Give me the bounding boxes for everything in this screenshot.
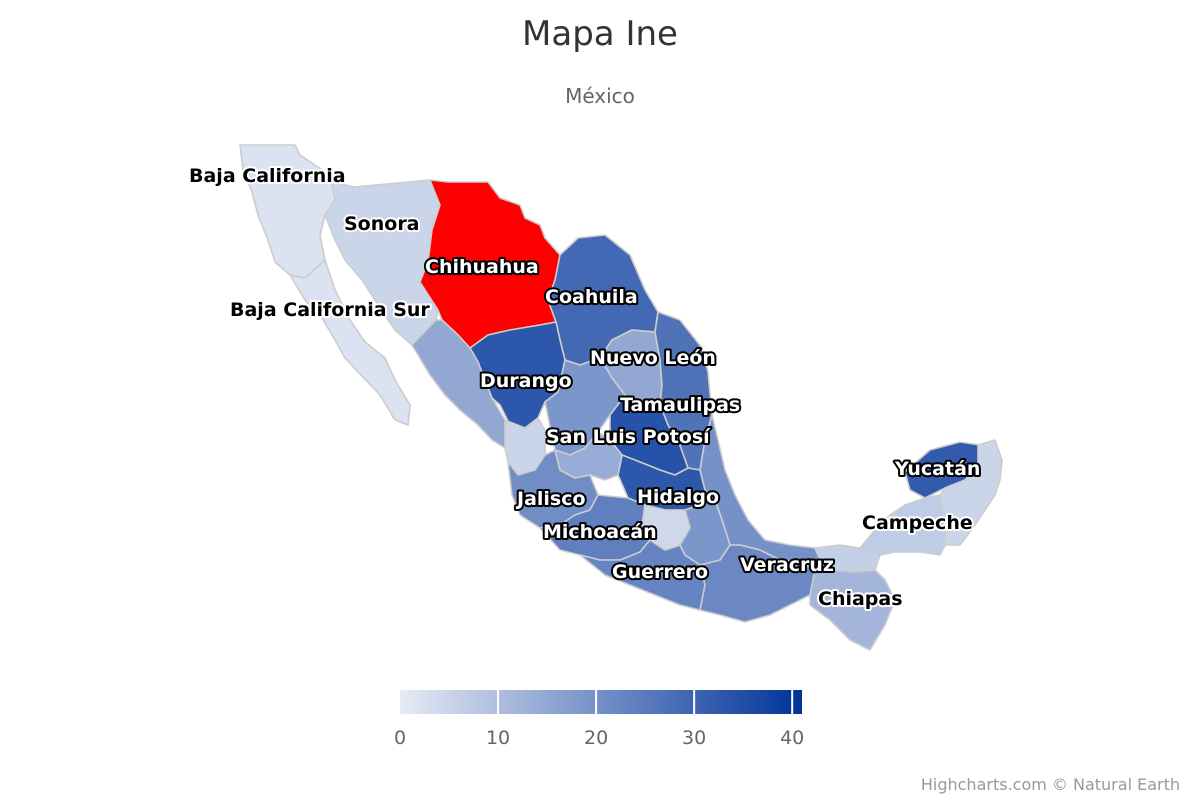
label-yucatan: Yucatán xyxy=(894,458,980,480)
legend-tick-label: 30 xyxy=(682,727,706,749)
legend-tick-label: 20 xyxy=(584,727,608,749)
label-campeche: Campeche xyxy=(862,512,973,534)
label-nuevo-leon: Nuevo León xyxy=(590,347,716,369)
label-san-luis-potosi: San Luis Potosí xyxy=(546,426,711,448)
label-jalisco: Jalisco xyxy=(515,488,586,510)
label-veracruz: Veracruz xyxy=(740,554,834,576)
labels-layer: Baja California Sonora Baja California Sur… xyxy=(187,163,982,612)
legend-tick-label: 10 xyxy=(486,727,510,749)
label-chiapas: Chiapas xyxy=(818,588,903,610)
chart-subtitle: México xyxy=(565,84,635,108)
label-michoacan: Michoacán xyxy=(543,521,657,543)
regions-layer xyxy=(239,144,1003,651)
label-hidalgo: Hidalgo xyxy=(637,486,719,508)
chart-title: Mapa Ine xyxy=(522,14,678,54)
legend-tick-label: 0 xyxy=(394,727,406,749)
label-baja-california-sur: Baja California Sur xyxy=(230,299,430,321)
legend-gradient-bar xyxy=(400,690,802,714)
label-durango: Durango xyxy=(480,370,572,392)
region-quintana-roo[interactable] xyxy=(939,439,1003,546)
region-chiapas[interactable] xyxy=(809,569,896,651)
label-baja-california: Baja California xyxy=(189,165,346,187)
credits-link[interactable]: Highcharts.com © Natural Earth xyxy=(920,775,1180,794)
label-coahuila: Coahuila xyxy=(545,286,638,308)
legend-tick-label: 40 xyxy=(780,727,804,749)
label-guerrero: Guerrero xyxy=(612,561,708,583)
region-jalisco[interactable] xyxy=(507,449,599,529)
color-legend: 0 10 20 30 40 xyxy=(394,690,804,749)
region-centro[interactable] xyxy=(641,504,691,551)
region-bajio[interactable] xyxy=(554,431,623,481)
label-chihuahua: Chihuahua xyxy=(425,256,539,278)
label-tamaulipas: Tamaulipas xyxy=(620,394,740,416)
region-tabasco[interactable] xyxy=(814,544,881,573)
region-baja-california-sur[interactable] xyxy=(289,259,411,426)
label-sonora: Sonora xyxy=(344,213,420,235)
